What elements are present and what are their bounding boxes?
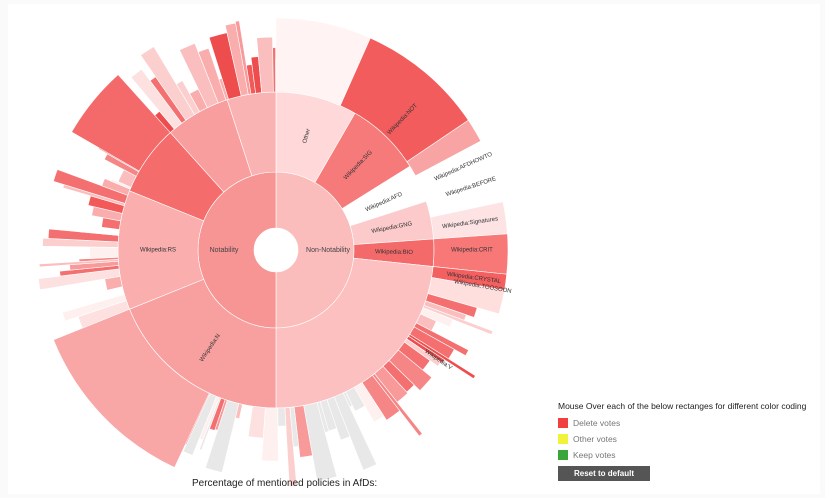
other-swatch[interactable] <box>558 434 568 444</box>
legend-title: Mouse Over each of the below rectanges f… <box>558 401 807 411</box>
ring3-segment[interactable] <box>53 308 210 468</box>
legend-item-keep[interactable]: Keep votes <box>558 447 820 463</box>
ring3-segment[interactable] <box>89 246 119 259</box>
chart-caption: Percentage of mentioned policies in AfDs… <box>192 478 378 489</box>
visualization-panel: Non-Notability Notability Other Wikipedia:S… <box>8 4 820 494</box>
center-hole[interactable] <box>254 228 298 272</box>
segment-label-crit: Wikipedia:CRIT <box>451 248 493 254</box>
keep-swatch[interactable] <box>558 450 568 460</box>
legend-label-delete: Delete votes <box>573 418 621 428</box>
legend-label-keep: Keep votes <box>573 450 616 460</box>
delete-swatch[interactable] <box>558 418 568 428</box>
ring3-segment[interactable] <box>272 47 276 93</box>
color-legend: Mouse Over each of the below rectanges f… <box>558 401 820 481</box>
ring1-label-non-notability: Non-Notability <box>306 247 350 254</box>
ring1-label-notability: Notability <box>210 247 239 254</box>
legend-label-other: Other votes <box>573 434 617 444</box>
legend-item-other[interactable]: Other votes <box>558 431 820 447</box>
segment-label-rs: Wikipedia:RS <box>140 248 176 254</box>
ring3-segment[interactable] <box>71 74 171 172</box>
ring3-segment[interactable] <box>277 407 287 427</box>
segment-label-bio: Wikipedia:BIO <box>375 249 413 256</box>
legend-item-delete[interactable]: Delete votes <box>558 415 820 431</box>
reset-button[interactable]: Reset to default <box>558 466 650 481</box>
segment-label-other: Other <box>302 128 312 144</box>
sunburst-chart[interactable]: Non-NotabilityNotabilityOtherWikipedia:S… <box>8 4 820 494</box>
